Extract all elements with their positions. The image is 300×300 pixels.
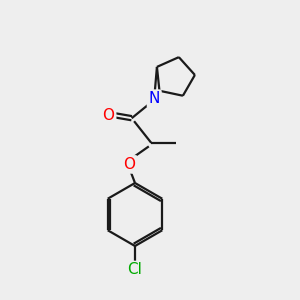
Text: N: N	[148, 91, 160, 106]
Text: O: O	[124, 157, 136, 172]
Text: Cl: Cl	[128, 262, 142, 278]
Text: O: O	[103, 108, 115, 123]
